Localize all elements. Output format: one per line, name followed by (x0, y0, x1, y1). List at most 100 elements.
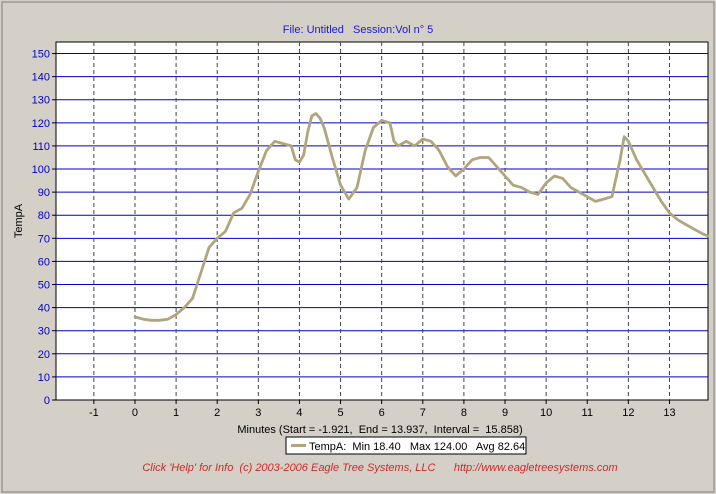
data-point (175, 313, 177, 316)
data-point (454, 175, 457, 177)
data-point (240, 207, 243, 210)
x-tick-label: 7 (420, 407, 426, 419)
data-point (372, 126, 375, 129)
data-point (388, 121, 391, 124)
x-tick-label: 5 (337, 407, 343, 419)
x-tick-label: 8 (461, 407, 467, 419)
data-point (282, 142, 284, 145)
legend-entry: TempA: Min 18.40 Max 124.00 Avg 82.64 (309, 441, 525, 453)
legend-box (285, 436, 527, 455)
data-point (537, 193, 539, 196)
data-point (310, 115, 313, 117)
data-point (273, 140, 276, 143)
x-tick-label: 3 (255, 407, 261, 419)
data-point (323, 126, 326, 129)
y-axis-tick-labels: 0 10 20 30 40 50 60 70 80 90 100 110 120 130 140 150 (32, 49, 56, 407)
data-point (479, 156, 482, 159)
data-point (512, 184, 515, 187)
data-point (290, 145, 293, 147)
data-point (707, 235, 709, 237)
x-tick-label: 4 (296, 407, 302, 419)
data-point (265, 149, 268, 152)
data-point (569, 186, 572, 189)
data-point (380, 119, 383, 122)
data-point (199, 272, 202, 274)
data-point (339, 184, 342, 187)
data-point (166, 318, 169, 321)
data-point (652, 186, 654, 189)
data-point (504, 175, 506, 177)
data-point (430, 140, 432, 143)
data-point (495, 165, 498, 168)
y-tick-label: 80 (38, 210, 50, 222)
data-point (249, 193, 252, 196)
y-tick-label: 0 (44, 395, 50, 407)
data-point (356, 186, 358, 189)
data-point (208, 246, 210, 249)
data-point (619, 158, 622, 161)
data-point (158, 319, 161, 322)
data-point (183, 306, 186, 309)
data-point (578, 191, 580, 194)
y-tick-label: 50 (38, 280, 50, 292)
chart-title: File: Untitled Session:Vol n° 5 (283, 24, 434, 36)
data-point (528, 191, 531, 194)
data-point (364, 149, 367, 152)
y-tick-label: 90 (38, 187, 50, 199)
data-point (446, 165, 449, 168)
data-point (302, 154, 305, 157)
y-tick-label: 150 (32, 49, 50, 61)
data-point (405, 140, 408, 143)
data-point (463, 168, 465, 170)
y-tick-label: 70 (38, 233, 50, 245)
y-tick-label: 20 (38, 349, 50, 361)
x-tick-label: 11 (582, 407, 593, 419)
data-point (623, 135, 626, 138)
data-point (438, 149, 441, 152)
data-point (553, 175, 556, 177)
y-tick-label: 120 (32, 118, 50, 130)
data-point (685, 223, 687, 226)
footer-credits: Click 'Help' for Info (c) 2003-2006 Eagl… (142, 462, 617, 474)
data-point (586, 195, 589, 198)
x-axis-label: Minutes (Start = -1.921, End = 13.937, I… (237, 424, 522, 436)
x-tick-label: 9 (502, 407, 508, 419)
data-point (693, 228, 696, 230)
vertical-gridlines (93, 42, 670, 400)
y-tick-label: 110 (32, 141, 50, 153)
data-point (298, 161, 301, 164)
x-tick-label: 13 (663, 407, 675, 419)
data-point (660, 200, 663, 203)
data-point (676, 218, 679, 221)
data-point (487, 156, 490, 159)
data-point (216, 237, 219, 240)
x-tick-label: 10 (540, 407, 552, 419)
data-point (150, 319, 153, 322)
x-tick-label: 12 (622, 407, 634, 419)
data-point (331, 156, 334, 159)
data-point (397, 145, 400, 147)
x-tick-label: -1 (89, 407, 99, 419)
data-point (643, 172, 646, 175)
x-axis-tick-labels: -1 0 1 2 3 4 5 6 7 8 9 10 11 12 13 (89, 400, 676, 419)
data-point (627, 140, 630, 143)
y-tick-label: 30 (38, 326, 50, 338)
data-point (393, 140, 395, 143)
y-tick-label: 130 (32, 95, 50, 107)
x-tick-label: 2 (214, 407, 220, 419)
data-point (668, 212, 671, 214)
data-point (319, 117, 321, 120)
x-tick-label: 6 (379, 407, 385, 419)
y-tick-label: 10 (38, 372, 50, 384)
y-axis-label: TempA (13, 203, 25, 238)
data-point (561, 177, 564, 180)
y-tick-label: 140 (32, 72, 50, 84)
data-point (347, 198, 350, 200)
data-point (611, 195, 613, 198)
data-point (257, 170, 260, 173)
y-tick-label: 40 (38, 303, 50, 315)
data-point (142, 318, 145, 321)
data-point (602, 198, 605, 200)
x-tick-label: 0 (132, 407, 138, 419)
